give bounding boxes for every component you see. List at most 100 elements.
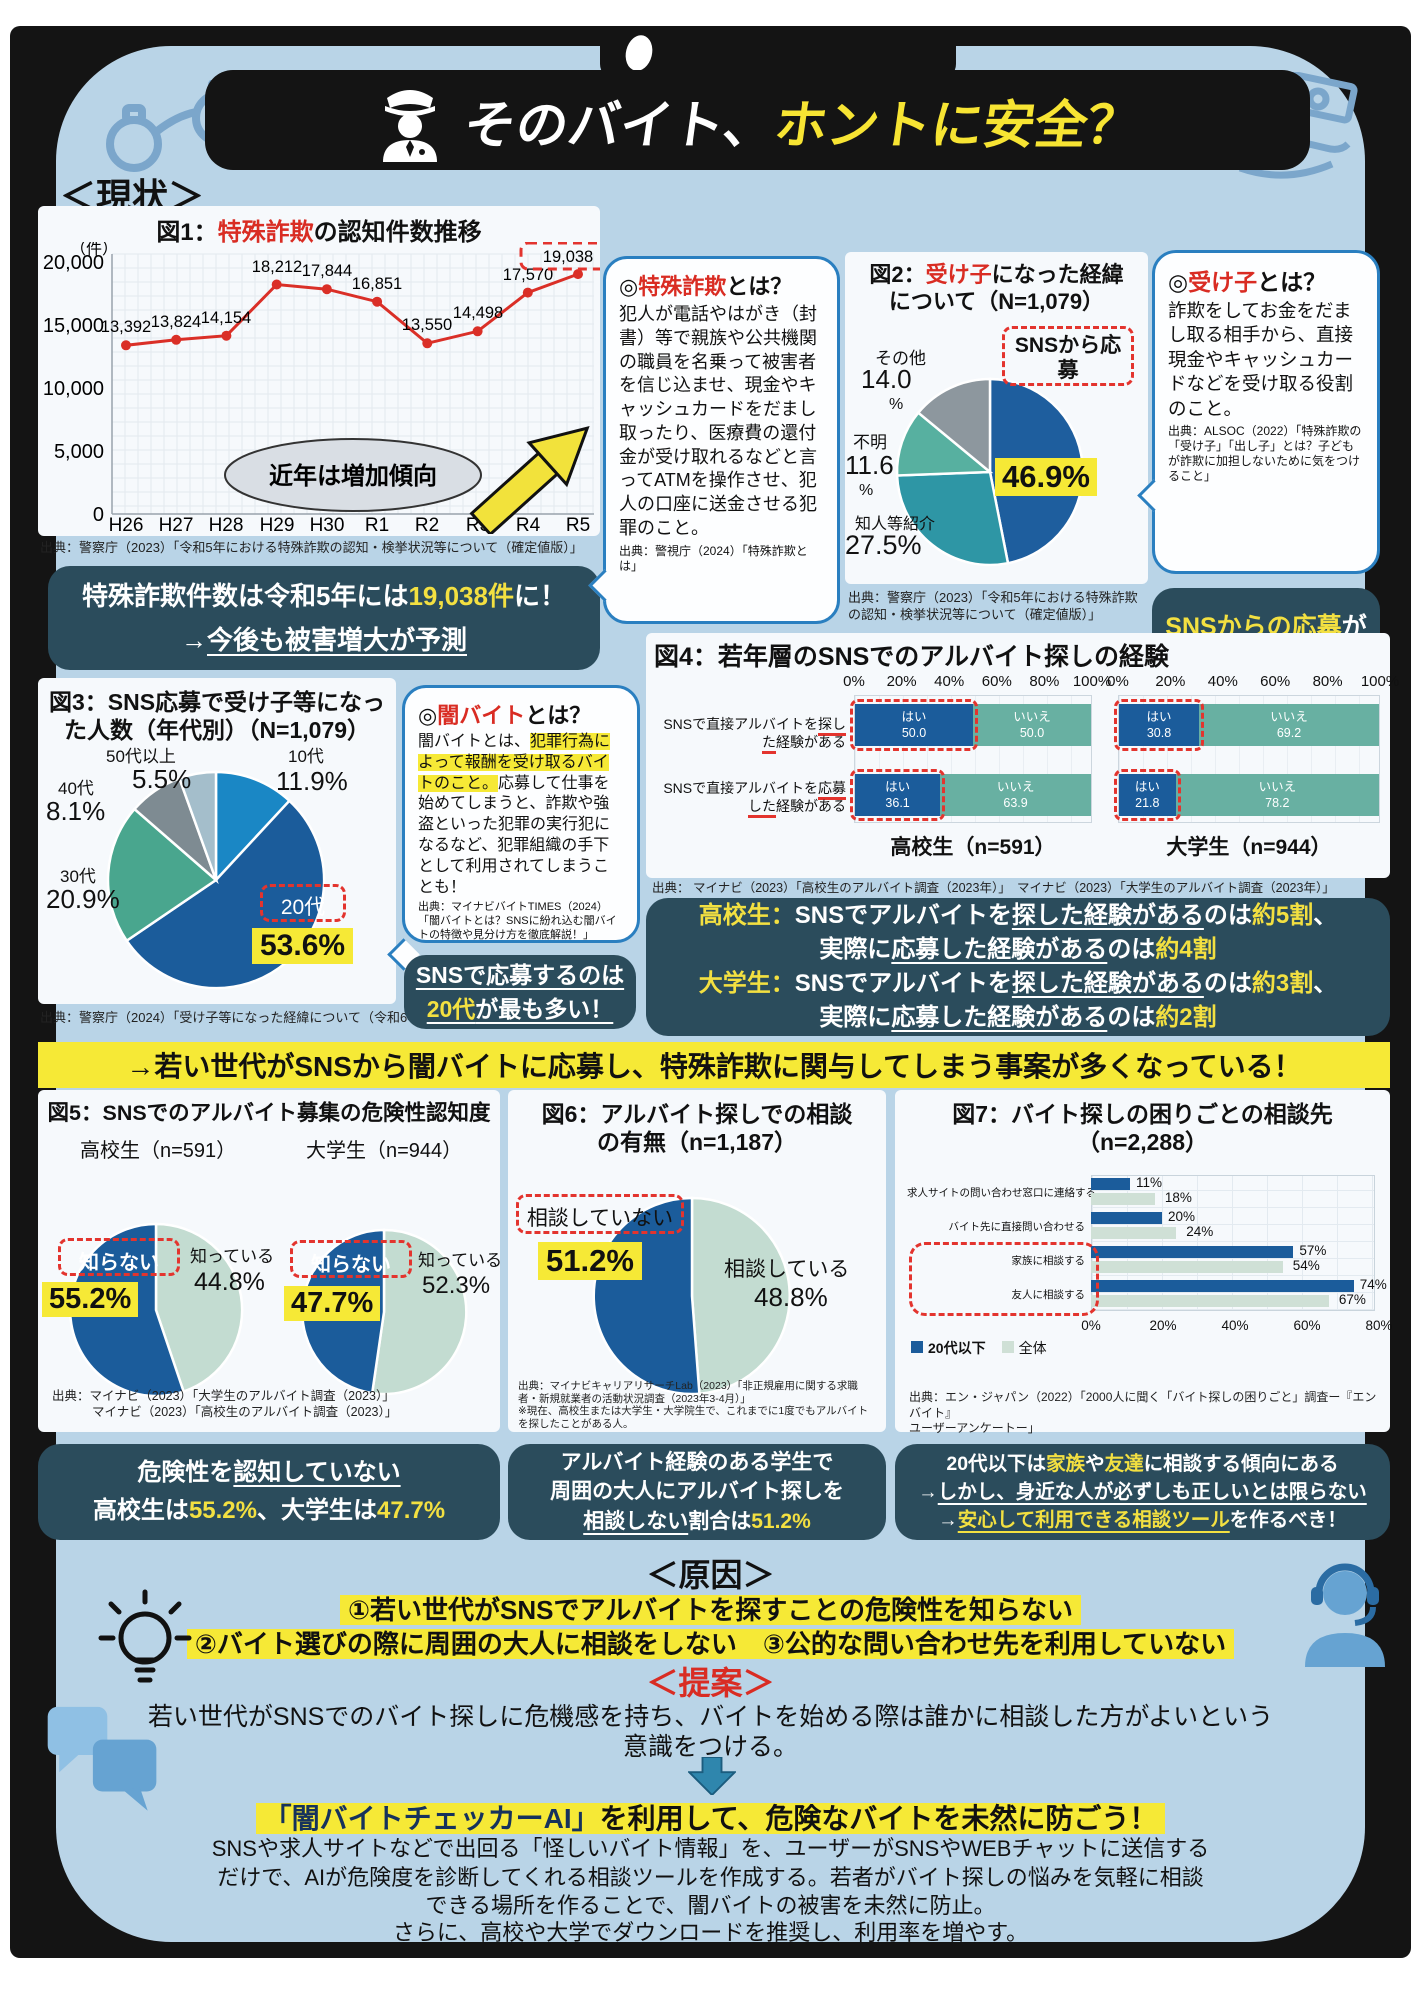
final-p4: さらに、高校や大学でダウンロードを推奨し、利用率を増やす。 — [392, 1920, 1029, 1945]
fig4-axis: 0% 20% 40% 60% 80% 100% — [1107, 673, 1400, 690]
fig7-bar-total — [1091, 1193, 1155, 1205]
fig6-value-no-consult: 51.2% — [538, 1242, 642, 1280]
fig4-source: 出典： マイナビ（2023）「高校生のアルバイト調査（2023年）」 マイナビ（… — [652, 881, 1335, 895]
fig3-label-20s: 20代 — [260, 884, 346, 922]
fig7-row: 家族に相談する 57% 54% — [1011, 1243, 1327, 1273]
fig4-no-segment: いいえ 50.0 — [973, 704, 1091, 746]
fig4-group-name: 大学生（n=944） — [1166, 836, 1332, 859]
fig2-title: 図2：受け子になった経緯 — [869, 262, 1124, 287]
fig5-label-unaware-hs: 知らない — [58, 1238, 180, 1276]
fig4-no-segment: いいえ 69.2 — [1199, 704, 1379, 746]
down-arrow-icon — [688, 1757, 736, 1795]
svg-text:H28: H28 — [209, 515, 244, 534]
svg-text:R5: R5 — [566, 515, 590, 534]
svg-text:19,038: 19,038 — [543, 248, 593, 266]
fig3-summary-box: SNSで応募するのは 20代が最も多い！ — [404, 955, 636, 1029]
fig3-label-50s: 50代以上 — [106, 747, 176, 766]
svg-text:14,498: 14,498 — [453, 304, 503, 322]
chat-bubbles-icon — [47, 1706, 157, 1811]
fig1-line-chart: （件）20,000 15,000 10,000 5,000 0 H26 H27 H28 H29 H… — [43, 242, 600, 534]
fig7-panel: 図7：バイト探しの困りごとの相談先 （n=2,288） 求人サイトの問い合わせ窓… — [895, 1090, 1393, 1435]
pie-slice — [916, 377, 992, 475]
svg-text:R2: R2 — [415, 515, 439, 534]
final-headline: 「闇バイトチェッカーAI」を利用して、危険なバイトを未然に防ごう！ — [56, 1797, 1365, 1837]
svg-text:近年は増加傾向: 近年は増加傾向 — [269, 462, 437, 490]
pie-slice — [214, 770, 292, 884]
fig2-value-other: 14.0 — [861, 364, 912, 394]
fig4-yes-segment: はい 30.8 — [1114, 699, 1205, 751]
final-p2: だけで、AIが危険度を診断してくれる相談ツールを作成する。若者がバイト探しの悩み… — [217, 1865, 1204, 1890]
fig4-no-segment: いいえ 63.9 — [940, 774, 1091, 816]
fig6-source: 出典：マイナビキャリアリサーチLab（2023）「非正規雇用に関する求職者・新規… — [518, 1380, 869, 1430]
fig4-stacked-bar: はい 30.8 いいえ 69.2 — [1114, 699, 1379, 751]
svg-text:17,570: 17,570 — [503, 266, 553, 284]
fig5-summary-box: 危険性を認知していない 高校生は55.2%、大学生は47.7% — [38, 1444, 500, 1540]
lightbulb-icon — [98, 1589, 192, 1683]
fig4-summary-box: 高校生：SNSでアルバイトを探した経験があるのは約5割、 実際に応募した経験があ… — [646, 898, 1390, 1036]
svg-text:R4: R4 — [516, 515, 541, 534]
svg-text:H30: H30 — [310, 515, 345, 534]
svg-text:13,550: 13,550 — [402, 316, 452, 334]
fig2-value-referral: 27.5% — [845, 530, 922, 560]
fig2-value-sns: 46.9% — [995, 458, 1097, 496]
fig3-value-10s: 11.9% — [276, 766, 348, 796]
svg-text:14,154: 14,154 — [201, 309, 251, 327]
pie-slice — [177, 770, 218, 881]
fig6-title-line2: の有無（n=1,187） — [596, 1129, 798, 1155]
fig4-group-name: 高校生（n=591） — [890, 836, 1056, 859]
svg-text:13,824: 13,824 — [151, 313, 201, 331]
fig2-title-line2: について（N=1,079） — [888, 289, 1105, 314]
fig3-value-30s: 20.9% — [46, 884, 120, 914]
svg-text:15,000: 15,000 — [43, 315, 104, 337]
fig4-row-label-1: SNSで直接アルバイトを探した経験がある — [650, 715, 846, 755]
fig7-axis: 0% 20% 40% 60% 80% — [1081, 1318, 1393, 1333]
svg-text:（件）: （件） — [70, 242, 118, 258]
fig6-label-no-consult: 相談していない — [516, 1194, 684, 1234]
svg-text:10,000: 10,000 — [43, 378, 104, 400]
fig3-title-line2: た人数（年代別）（N=1,079） — [63, 717, 371, 743]
fig6-summary-box: アルバイト経験のある学生で 周囲の大人にアルバイト探しを 相談しない割合は51.… — [508, 1444, 886, 1540]
fig7-highlight-box — [909, 1242, 1099, 1316]
fig5-value-aware-hs: 44.8% — [194, 1268, 265, 1296]
fraud-definition-source: 出典：警視庁（2024）「特殊詐欺とは」 — [619, 543, 808, 573]
fig2-value-unknown: 11.6 — [845, 450, 894, 480]
police-officer-icon — [383, 90, 437, 162]
svg-text:R1: R1 — [365, 515, 389, 534]
yami-definition-bubble: ◎闇バイトとは？ 闇バイトとは、犯罪行為によって報酬を受け取るバイトのこと。応募… — [402, 685, 640, 943]
fig3-value-50s: 5.5% — [132, 764, 192, 794]
fig4-stacked-bar: はい 21.8 いいえ 78.2 — [1114, 769, 1379, 821]
fig4-plot: はい 30.8 いいえ 69.2 はい 21.8 いいえ 78.2 — [1114, 695, 1380, 823]
pie-slice — [690, 1196, 791, 1396]
svg-text:13,392: 13,392 — [101, 318, 151, 336]
fig4-yes-segment: はい 36.1 — [850, 769, 946, 821]
fig6-panel: 図6：アルバイト探しでの相談 の有無（n=1,187） 相談していない 51.2… — [508, 1090, 886, 1432]
svg-text:0: 0 — [93, 504, 104, 526]
fig7-bar-under20s — [1091, 1246, 1294, 1258]
fig5-label-unaware-univ: 知らない — [290, 1240, 412, 1278]
fig7-bar-total — [1091, 1295, 1329, 1307]
fig7-bar-total — [1091, 1227, 1177, 1239]
fig4-panel: 図4：若年層のSNSでのアルバイト探しの経験 SNSで直接アルバイトを探した経験… — [646, 633, 1400, 878]
pie-slice — [895, 410, 994, 477]
page-title: そのバイト、ホントに安全？ — [460, 96, 1144, 155]
fig4-plot: はい 50.0 いいえ 50.0 はい 36.1 いいえ 63.9 — [850, 695, 1092, 823]
ukeko-definition-source: 出典：ALSOC（2022）「特殊詐欺の「受け子」「出し子」とは？子どもが詐欺に… — [1168, 424, 1362, 484]
clip-dot — [622, 32, 656, 74]
fig4-title: 図4：若年層のSNSでのアルバイト探しの経験 — [654, 643, 1170, 671]
fig3-value-40s: 8.1% — [46, 796, 106, 826]
ukeko-definition-title: ◎受け子とは？ — [1168, 269, 1327, 295]
svg-text:17,844: 17,844 — [302, 262, 352, 280]
svg-text:16,851: 16,851 — [352, 275, 402, 293]
fig4-highschool-chart: 0% 20% 40% 60% 80% 100% はい 50.0 いいえ 50.0 はい 36.1 いいえ… — [843, 673, 1112, 859]
svg-text:H29: H29 — [260, 515, 295, 534]
fig5-panel: 図5：SNSでのアルバイト募集の危険性認知度 高校生（n=591） 大学生（n=… — [38, 1090, 502, 1432]
fig7-bar-under20s — [1091, 1178, 1131, 1190]
fig7-title: 図7：バイト探しの困りごとの相談先 — [952, 1101, 1333, 1127]
fig4-axis: 0% 20% 40% 60% 80% 100% — [843, 673, 1112, 690]
fig3-value-20s: 53.6% — [252, 928, 354, 964]
yami-definition-source: 出典：マイナビバイトTIMES（2024）「闇バイトとは？SNSに紛れ込む闇バイ… — [418, 901, 617, 941]
poster-header: そのバイト、ホントに安全？ — [205, 70, 1310, 170]
fig2-label-other: その他 — [875, 349, 926, 368]
proposal-heading: ＜提案＞ — [646, 1665, 775, 1701]
fig6-title: 図6：アルバイト探しでの相談 — [541, 1101, 853, 1127]
